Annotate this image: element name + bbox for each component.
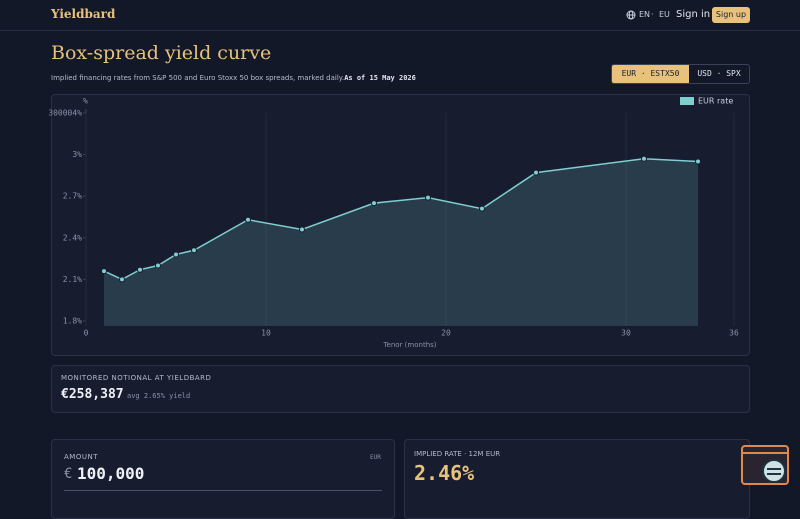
language[interactable]: EN — [639, 10, 651, 19]
chart-panel — [51, 94, 750, 356]
x-axis-label: Tenor (months) — [382, 341, 436, 349]
point — [137, 266, 143, 273]
as-of: As of 15 May 2026 — [344, 74, 416, 82]
point — [155, 262, 161, 269]
currency-symbol: € — [64, 466, 73, 482]
input-underline — [64, 490, 382, 491]
x-tick-label: 20 — [441, 329, 451, 338]
point — [299, 226, 305, 233]
subtitle: Implied financing rates from S&P 500 and… — [51, 74, 416, 82]
x-tick-label: 36 — [729, 329, 739, 338]
rate-label: IMPLIED RATE · 12M EUR — [414, 450, 501, 458]
point — [173, 251, 179, 258]
point — [695, 158, 701, 165]
amount-currency: EUR — [370, 454, 381, 461]
globe-icon — [626, 10, 636, 20]
y-tick-label: 2.7% — [63, 192, 82, 201]
x-tick-label: 0 — [84, 329, 89, 338]
point — [479, 205, 485, 212]
point — [101, 268, 107, 275]
amount-label: AMOUNT — [64, 453, 98, 461]
point — [119, 276, 125, 283]
x-tick-label: 30 — [621, 329, 631, 338]
point — [533, 169, 539, 176]
y-tick-label: 3% — [72, 150, 82, 159]
point — [425, 194, 431, 201]
subtitle-text: Implied financing rates from S&P 500 and… — [51, 74, 345, 82]
language[interactable]: EU — [659, 10, 670, 19]
notional-label: MONITORED NOTIONAL AT YIELDBARD — [61, 374, 212, 382]
sign-up[interactable]: Sign up — [712, 7, 750, 23]
line — [103, 158, 699, 281]
sign-in[interactable]: Sign in — [676, 9, 711, 20]
point — [191, 247, 197, 254]
y-tick-label: 1.8% — [63, 317, 82, 326]
point — [641, 155, 647, 162]
toggle: EUR · ESTX50 USD · SPX — [611, 64, 750, 84]
chart: % 1.8% 2.1% 2.4% 2.7% 3% 300004% 0 10 20 30 36 Tenor… — [48, 97, 739, 350]
toggle-option[interactable]: EUR · ESTX50 — [612, 65, 689, 83]
separator: · — [651, 10, 654, 19]
point — [371, 200, 377, 207]
title: Box-spread yield curve — [51, 42, 272, 64]
rate-value: 2.46% — [414, 461, 475, 485]
y-tick-label: 2.1% — [63, 275, 82, 284]
header — [0, 0, 800, 31]
notional-amount: €258,387 — [61, 387, 124, 402]
y-tick-label: 300004% — [48, 109, 82, 118]
amount-input[interactable]: 100,000 — [77, 464, 145, 483]
brand[interactable]: Yieldbard — [51, 7, 116, 21]
x-tick-label: 10 — [261, 329, 271, 338]
y-tick-label: 2.4% — [63, 233, 82, 242]
legend-swatch — [680, 97, 694, 105]
area — [104, 158, 698, 326]
help-widget[interactable] — [741, 445, 791, 489]
toggle-option[interactable]: USD · SPX — [697, 69, 741, 78]
notional-note: avg 2.65% yield — [127, 392, 191, 400]
point — [245, 216, 251, 223]
y-unit: % — [83, 97, 88, 106]
legend-label: EUR rate — [698, 97, 733, 106]
notional-card — [51, 365, 750, 413]
